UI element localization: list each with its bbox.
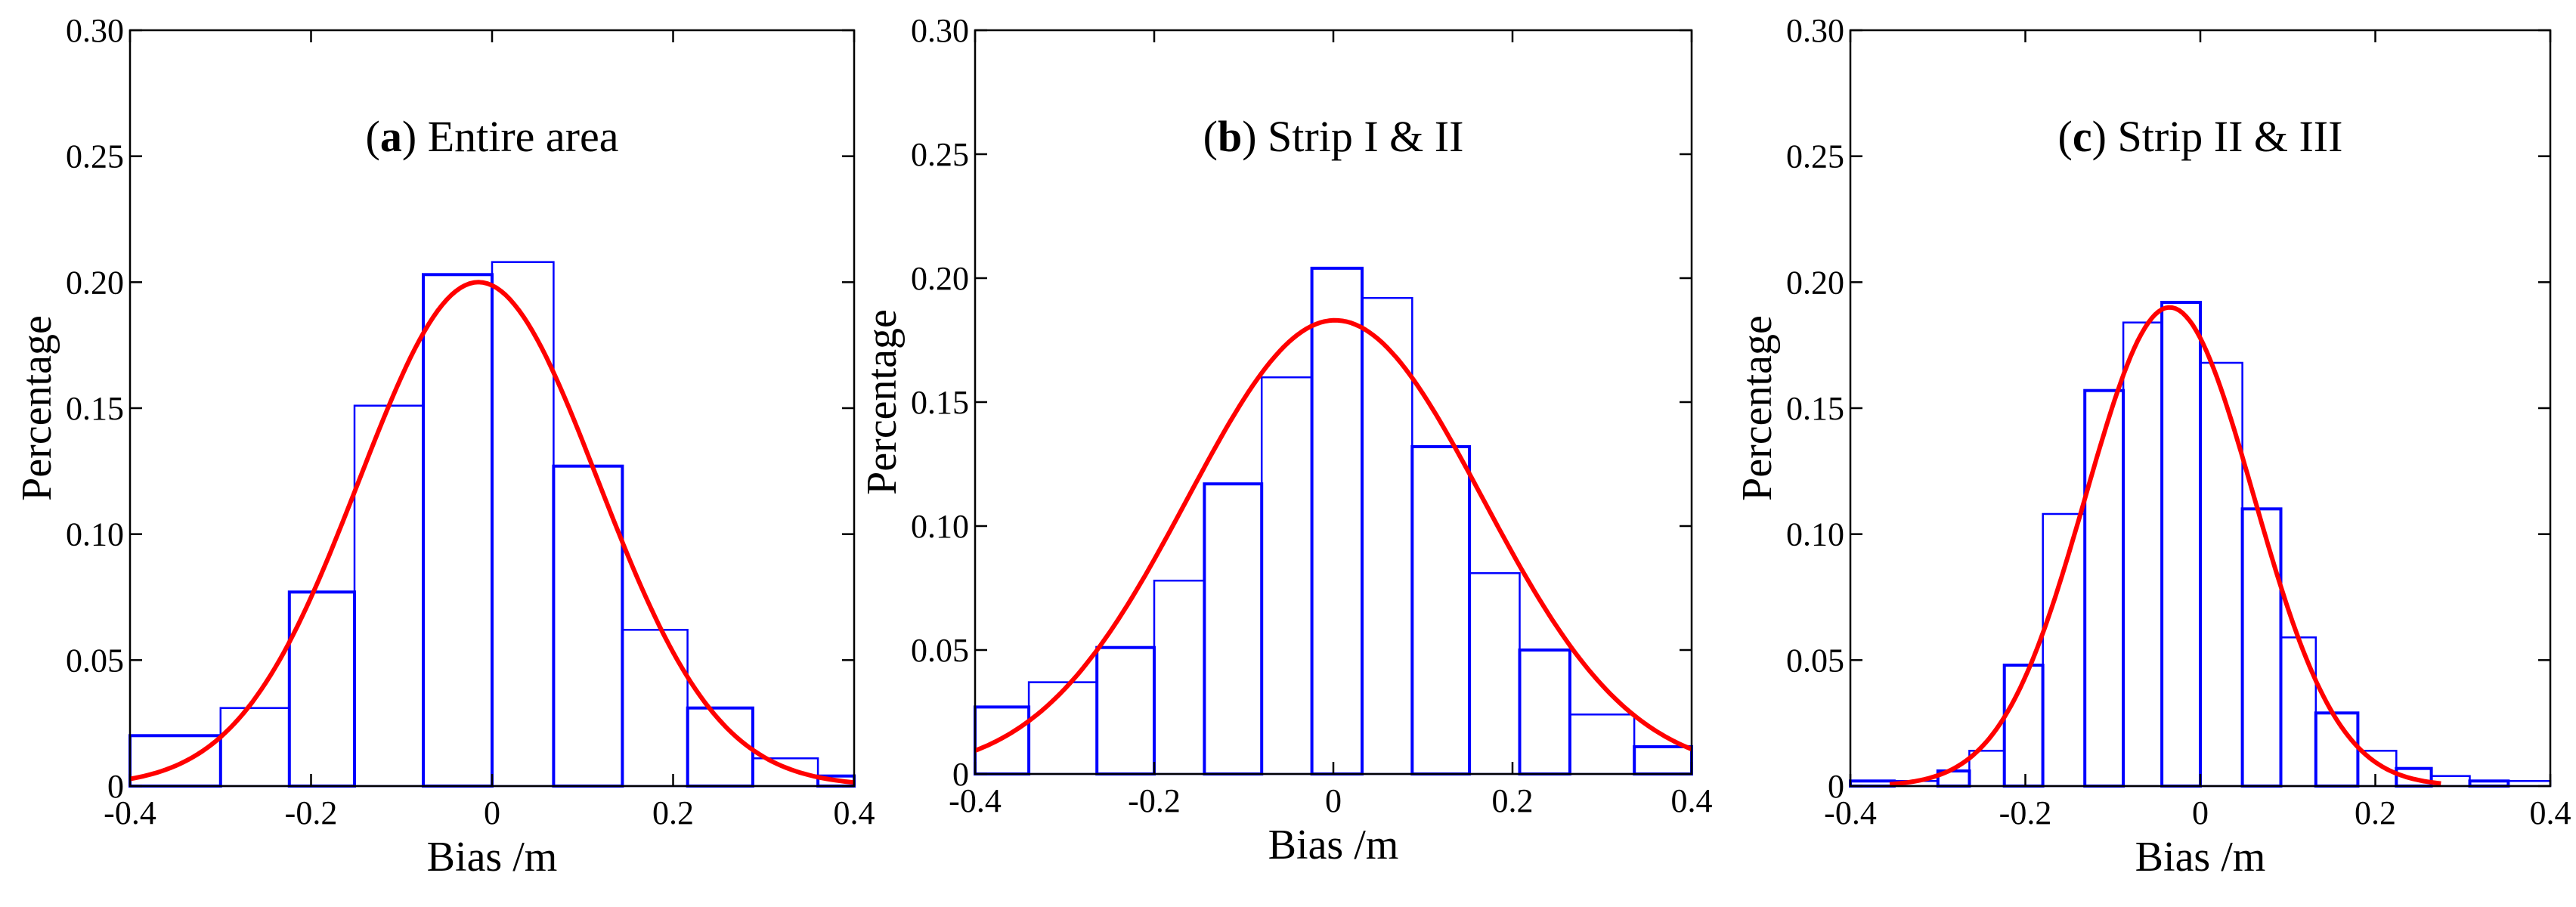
y-tick-label: 0.05 [1786,642,1844,679]
histogram-bar [2122,321,2163,788]
histogram-bar [2160,301,2203,788]
histogram-bar [2042,512,2086,788]
histogram-bar [491,261,555,788]
y-axis-label: Percentage [1734,315,1781,501]
y-tick-label: 0 [107,768,124,805]
y-tick-label: 0.25 [66,138,124,175]
x-tick-label: -0.2 [1128,782,1181,819]
histogram-bar [1410,445,1472,775]
x-tick-label: 0.4 [834,794,875,831]
x-tick-label: -0.4 [1824,794,1877,831]
histogram-bar [1203,482,1264,775]
x-tick-label: -0.2 [285,794,338,831]
x-tick-label: 0.2 [1492,782,1534,819]
normal-fit-curve [974,317,1693,753]
panel-title-close-paren: ) [2092,112,2107,161]
x-tick-label: -0.4 [949,782,1002,819]
y-tick-label: 0.20 [911,260,969,297]
panel-title-open-paren: ( [2058,112,2073,161]
panel-title-text: Entire area [416,112,618,161]
panel-title: (b) Strip I & II [1203,112,1464,161]
y-tick-label: 0.20 [1786,264,1844,301]
panel-title-letter: c [2073,112,2092,161]
y-tick-label: 0.30 [911,12,969,49]
y-tick-label: 0.05 [66,642,124,679]
panel-title-open-paren: ( [366,112,380,161]
y-tick-label: 0.15 [66,390,124,427]
histogram-bar [128,734,222,788]
x-tick-label: 0.4 [1671,782,1713,819]
panel-title-text: Strip II & III [2107,112,2343,161]
x-tick-label: 0 [1325,782,1342,819]
panel-title-letter: b [1218,112,1242,161]
y-axis-label: Percentage [14,315,60,501]
histogram-bar [1260,376,1313,775]
histogram-bar [1310,266,1364,775]
x-tick-label: 0.2 [2355,794,2396,831]
x-axis-label: Bias /m [1268,822,1399,868]
panel-title: (c) Strip II & III [2058,112,2343,161]
x-axis-label: Bias /m [2135,834,2266,881]
y-tick-label: 0.25 [1786,138,1844,175]
histogram-bar [1468,572,1521,775]
x-tick-label: -0.4 [104,794,156,831]
y-tick-label: 0.30 [1786,12,1844,49]
y-tick-label: 0.25 [911,136,969,173]
x-tick-label: 0 [2192,794,2209,831]
normal-fit-curve [1889,305,2441,787]
panel-title-close-paren: ) [402,112,416,161]
panel-a: 0 0.05 0.10 0.15 0.20 0.25 0.30 -0.4 -0.2 0 0.2 0.4… [14,12,875,881]
x-axis-label: Bias /m [427,834,558,881]
x-tick-label: 0.2 [652,794,694,831]
histogram-bar [1153,579,1206,775]
histogram-bar [422,273,494,788]
histogram-bar [2240,507,2283,788]
histogram-bar [1095,645,1156,776]
panel-title: (a) Entire area [366,112,619,161]
histogram-bar [1027,681,1098,775]
y-tick-label: 0.15 [911,384,969,421]
normal-fit-curve [129,280,855,785]
panel-b: 0 0.05 0.10 0.15 0.20 0.25 0.30 -0.4 -0.2 0 0.2 0.4… [859,12,1713,868]
histogram-bar [2199,361,2243,788]
y-tick-label: 0.05 [911,632,969,669]
panel-title-text: Strip I & II [1257,112,1464,161]
x-tick-label: 0.4 [2530,794,2571,831]
histogram-bar [1518,649,1571,775]
y-axis-label: Percentage [859,309,906,495]
y-tick-label: 0.10 [66,516,124,553]
y-tick-label: 0.30 [66,12,124,49]
y-tick-label: 0.10 [1786,516,1844,553]
panel-title-close-paren: ) [1242,112,1256,161]
panel-c: 0 0.05 0.10 0.15 0.20 0.25 0.30 -0.4 -0.2 0 0.2 0.4… [1734,12,2571,881]
y-tick-label: 0.10 [911,508,969,545]
histogram-bar [621,629,689,788]
histogram-bar [2280,636,2317,788]
panel-title-letter: a [380,112,402,161]
histogram-bar [2083,388,2126,788]
x-tick-label: 0 [484,794,500,831]
histogram-bar [1568,714,1636,775]
histogram-bar [219,707,291,788]
y-tick-label: 0.15 [1786,390,1844,427]
histogram-bar [751,757,819,788]
x-tick-label: -0.2 [1999,794,2052,831]
histogram-bar [1633,744,1693,776]
y-tick-label: 0 [1828,768,1844,805]
y-tick-label: 0 [952,756,969,793]
y-tick-label: 0.20 [66,264,124,301]
histogram-bar [2357,750,2398,788]
panel-title-open-paren: ( [1203,112,1218,161]
